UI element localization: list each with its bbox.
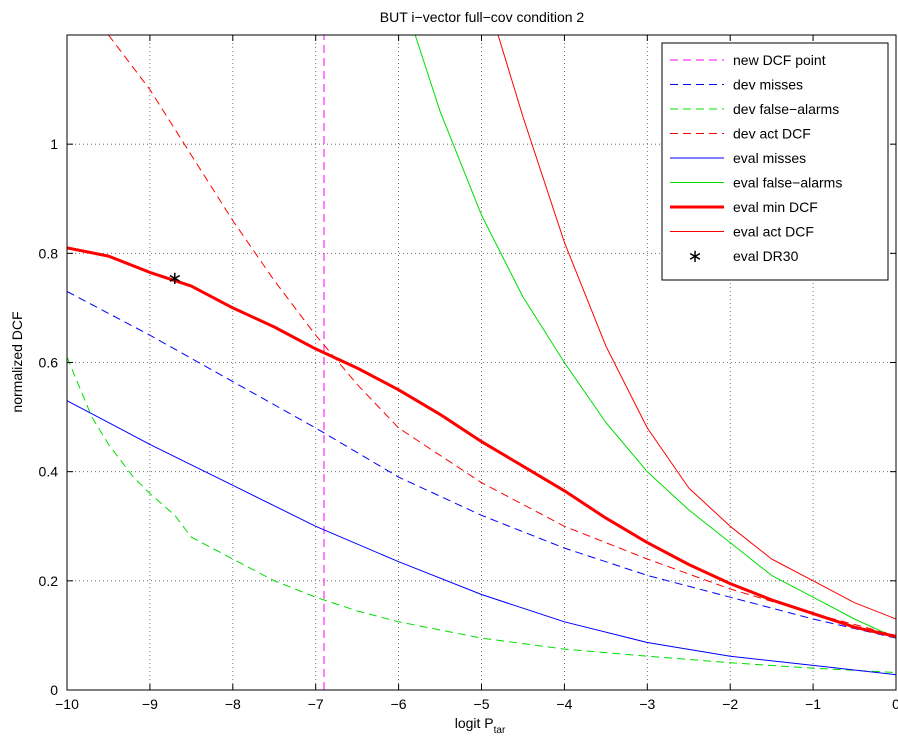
legend: new DCF point dev misses dev false−alarms d… xyxy=(661,42,889,281)
legend-label: eval false−alarms xyxy=(733,175,842,191)
y-axis-label: normalized DCF xyxy=(9,311,25,412)
series-eval-dr30-marker: ∗ xyxy=(167,268,182,288)
legend-label: eval min DCF xyxy=(733,199,818,215)
x-tick-label: −6 xyxy=(391,696,407,712)
y-tick-label: 1 xyxy=(50,136,58,152)
legend-label: eval misses xyxy=(733,150,806,166)
legend-label: eval DR30 xyxy=(733,248,799,264)
x-tick-label: −10 xyxy=(55,696,79,712)
x-tick-label: −4 xyxy=(556,696,572,712)
y-tick-label: 0.4 xyxy=(39,464,59,480)
legend-label: eval act DCF xyxy=(733,224,814,240)
series-eval-act-dcf xyxy=(497,35,896,620)
series-dev-misses xyxy=(67,291,896,639)
series-dev-act-dcf xyxy=(108,35,896,636)
x-axis-label-main: logit P xyxy=(455,715,494,731)
y-tick-label: 0.2 xyxy=(39,573,59,589)
series-eval-misses xyxy=(67,400,896,676)
chart-title: BUT i−vector full−cov condition 2 xyxy=(380,9,585,25)
y-tick-label: 0 xyxy=(50,682,58,698)
legend-label: dev misses xyxy=(733,77,803,93)
series-eval-false-alarms xyxy=(414,35,896,639)
x-tick-label: −7 xyxy=(308,696,324,712)
x-tick-label: −1 xyxy=(805,696,821,712)
x-tick-label: −2 xyxy=(722,696,738,712)
x-tick-label: −3 xyxy=(639,696,655,712)
y-tick-label: 0.8 xyxy=(39,245,59,261)
data-lines: ∗ xyxy=(67,35,896,690)
x-tick-label: −9 xyxy=(142,696,158,712)
legend-swatch: ∗ xyxy=(687,246,702,266)
legend-label: dev act DCF xyxy=(733,126,811,142)
x-tick-label: 0 xyxy=(892,696,898,712)
y-ticks: 0 0.2 0.4 0.6 0.8 1 xyxy=(39,136,896,698)
x-tick-label: −8 xyxy=(225,696,241,712)
legend-box xyxy=(661,42,889,281)
legend-label: new DCF point xyxy=(733,52,826,68)
series-eval-min-dcf xyxy=(67,246,896,638)
x-axis-label: logit Ptar xyxy=(455,715,506,736)
x-axis-label-subscript: tar xyxy=(494,725,506,736)
x-ticks: −10 −9 −8 −7 −6 −5 −4 −3 −2 −1 0 xyxy=(55,35,898,712)
plot-frame xyxy=(66,34,897,691)
y-tick-label: 0.6 xyxy=(39,355,59,371)
legend-label: dev false−alarms xyxy=(733,101,839,117)
series-dev-false-alarms xyxy=(67,356,896,673)
x-tick-label: −5 xyxy=(474,696,490,712)
